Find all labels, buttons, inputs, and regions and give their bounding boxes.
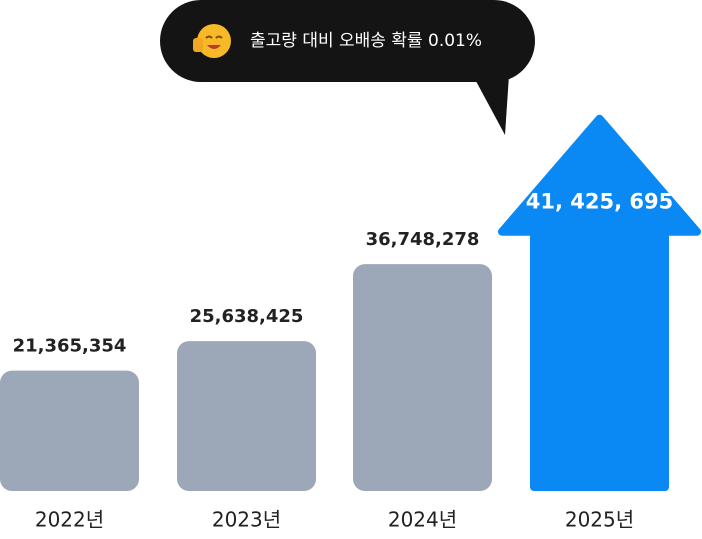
emoji-face [197,24,231,58]
bubble-body [160,0,535,82]
speech-bubble: 출고량 대비 오배송 확률 0.01% [160,0,535,135]
bubble-tail [470,60,510,135]
x-tick-label: 2023년 [212,508,281,532]
emoji-thumb [193,38,203,52]
emoji-eyes [205,35,223,39]
value-label: 21,365,354 [13,336,127,357]
value-label: 36,748,278 [366,229,480,250]
bar [353,264,492,491]
x-tick-label: 2024년 [388,508,457,532]
emoji-mouth [207,45,221,49]
bubble-text: 출고량 대비 오배송 확률 0.01% [250,31,482,51]
x-tick-label: 2025년 [565,508,634,532]
bar [177,341,316,491]
value-label: 41, 425, 695 [526,190,673,214]
growth-arrow [498,114,701,491]
bar [0,370,139,491]
value-label: 25,638,425 [190,306,304,327]
x-tick-label: 2022년 [35,508,104,532]
